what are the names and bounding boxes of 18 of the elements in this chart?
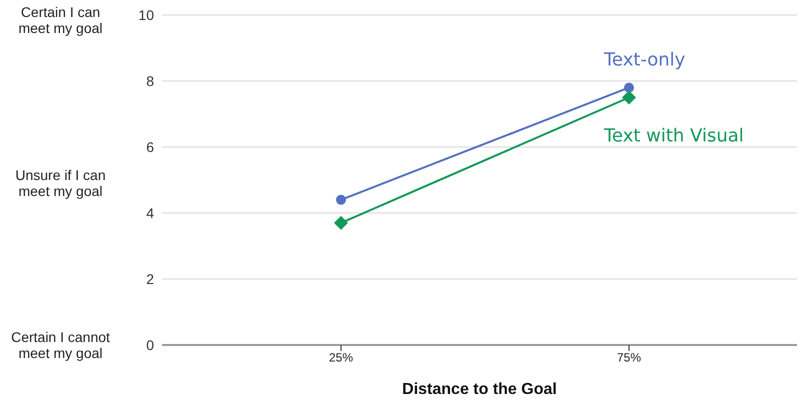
- y-tick-label: 10: [138, 6, 154, 23]
- point: [336, 194, 346, 205]
- x-tick-label: 75%: [616, 350, 642, 365]
- text: Certain I cannot meet my goal: [10, 329, 111, 361]
- x-tick-label: 25%: [328, 350, 354, 365]
- point: [622, 90, 636, 104]
- y-tick-label: 6: [146, 138, 154, 155]
- y-tick-label: 8: [146, 72, 154, 89]
- y-tick-label: 0: [146, 336, 154, 353]
- point: [334, 216, 348, 230]
- series-label: Text-only: [603, 50, 686, 71]
- x-axis-title: Distance to the Goal: [402, 381, 557, 398]
- point: [624, 82, 634, 93]
- y-tick-label: 2: [146, 270, 154, 287]
- text: Unsure if I can meet my goal: [14, 166, 107, 198]
- series-label: Text with Visual: [603, 126, 744, 146]
- text: Certain I can meet my goal: [17, 4, 104, 36]
- y-tick-label: 4: [146, 204, 154, 221]
